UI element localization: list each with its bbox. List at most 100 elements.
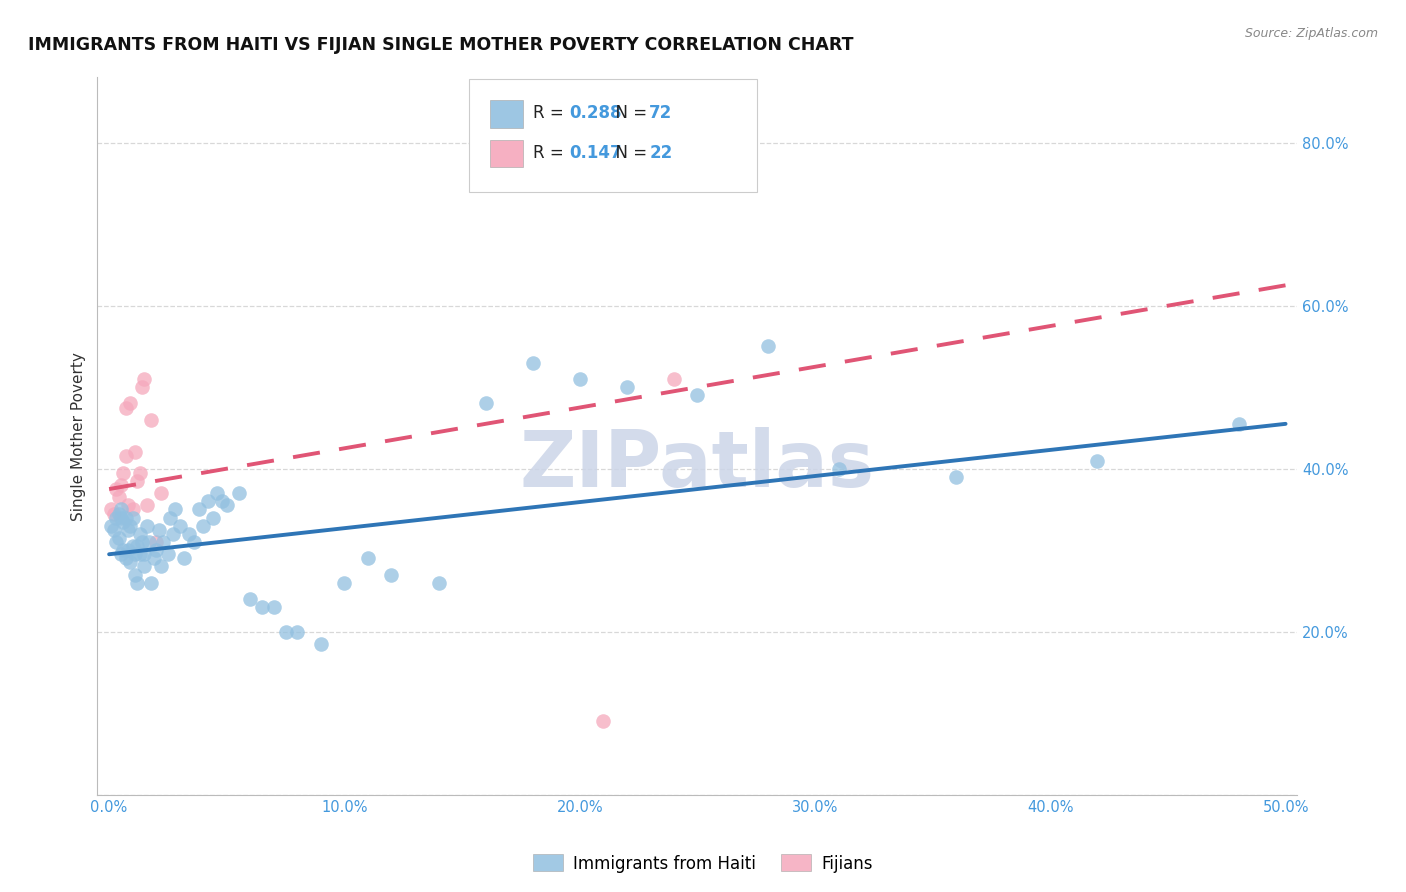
Text: ZIPatlas: ZIPatlas xyxy=(520,426,875,503)
Point xyxy=(163,502,186,516)
Point xyxy=(100,502,122,516)
Point xyxy=(120,518,142,533)
Point xyxy=(357,551,380,566)
Point xyxy=(250,600,273,615)
Text: R =: R = xyxy=(533,144,569,161)
Point xyxy=(228,486,250,500)
Point xyxy=(201,510,224,524)
Point xyxy=(105,535,128,549)
Point xyxy=(114,401,136,415)
Point xyxy=(134,372,156,386)
Text: 22: 22 xyxy=(650,144,672,161)
Text: 72: 72 xyxy=(650,104,672,122)
Point xyxy=(207,486,229,500)
Point xyxy=(112,543,135,558)
Point xyxy=(662,372,685,386)
Point xyxy=(114,510,136,524)
Point xyxy=(183,535,205,549)
Text: 0.147: 0.147 xyxy=(569,144,621,161)
Point xyxy=(135,518,157,533)
Point xyxy=(309,637,332,651)
Point xyxy=(105,482,128,496)
Point xyxy=(120,555,142,569)
Point xyxy=(197,494,219,508)
Text: 0.288: 0.288 xyxy=(569,104,621,122)
Point xyxy=(179,527,201,541)
Point xyxy=(134,559,156,574)
Point xyxy=(263,600,285,615)
Point xyxy=(474,396,496,410)
Point xyxy=(110,547,132,561)
Point xyxy=(128,527,150,541)
Text: N =: N = xyxy=(605,104,652,122)
Point xyxy=(124,567,146,582)
Legend: Immigrants from Haiti, Fijians: Immigrants from Haiti, Fijians xyxy=(527,847,879,880)
Point xyxy=(239,592,262,607)
Point xyxy=(945,470,967,484)
Point xyxy=(127,474,149,488)
Point xyxy=(105,510,128,524)
Point xyxy=(112,515,135,529)
Point xyxy=(211,494,233,508)
Point xyxy=(145,543,167,558)
Text: N =: N = xyxy=(605,144,652,161)
Point xyxy=(131,380,153,394)
Point xyxy=(117,523,139,537)
Point xyxy=(592,714,614,729)
FancyBboxPatch shape xyxy=(470,78,758,192)
Point xyxy=(427,575,450,590)
Point xyxy=(120,396,142,410)
Point xyxy=(380,567,402,582)
Point xyxy=(285,624,308,639)
Point xyxy=(135,499,157,513)
Point xyxy=(141,413,163,427)
Point xyxy=(169,518,191,533)
Point xyxy=(141,575,163,590)
Point xyxy=(121,510,143,524)
Point xyxy=(110,478,132,492)
Point xyxy=(103,507,125,521)
Point xyxy=(193,518,215,533)
Point xyxy=(124,547,146,561)
Point xyxy=(616,380,638,394)
Point xyxy=(103,523,125,537)
Point xyxy=(162,527,184,541)
Point xyxy=(134,547,156,561)
Point xyxy=(110,502,132,516)
Point xyxy=(148,523,170,537)
Point xyxy=(117,499,139,513)
Text: Source: ZipAtlas.com: Source: ZipAtlas.com xyxy=(1244,27,1378,40)
Point xyxy=(149,559,172,574)
Point xyxy=(152,535,174,549)
Text: IMMIGRANTS FROM HAITI VS FIJIAN SINGLE MOTHER POVERTY CORRELATION CHART: IMMIGRANTS FROM HAITI VS FIJIAN SINGLE M… xyxy=(28,36,853,54)
Point xyxy=(333,575,356,590)
Point xyxy=(121,539,143,553)
Point xyxy=(173,551,195,566)
Point xyxy=(159,510,181,524)
Point xyxy=(117,543,139,558)
Point xyxy=(114,450,136,464)
Point xyxy=(142,551,165,566)
Point xyxy=(568,372,591,386)
Point xyxy=(107,507,129,521)
Point xyxy=(827,461,849,475)
Point xyxy=(1085,453,1108,467)
Point xyxy=(127,575,149,590)
Point xyxy=(145,535,167,549)
Point xyxy=(107,531,129,545)
Point xyxy=(121,502,143,516)
Point xyxy=(215,499,238,513)
Point xyxy=(138,535,160,549)
Point xyxy=(112,466,135,480)
Point xyxy=(124,445,146,459)
Point xyxy=(187,502,209,516)
Point xyxy=(128,547,150,561)
Point xyxy=(156,547,179,561)
Point xyxy=(1227,417,1250,431)
FancyBboxPatch shape xyxy=(489,140,523,167)
Point xyxy=(522,356,544,370)
Text: R =: R = xyxy=(533,104,569,122)
Point xyxy=(114,551,136,566)
FancyBboxPatch shape xyxy=(489,101,523,128)
Point xyxy=(756,339,779,353)
